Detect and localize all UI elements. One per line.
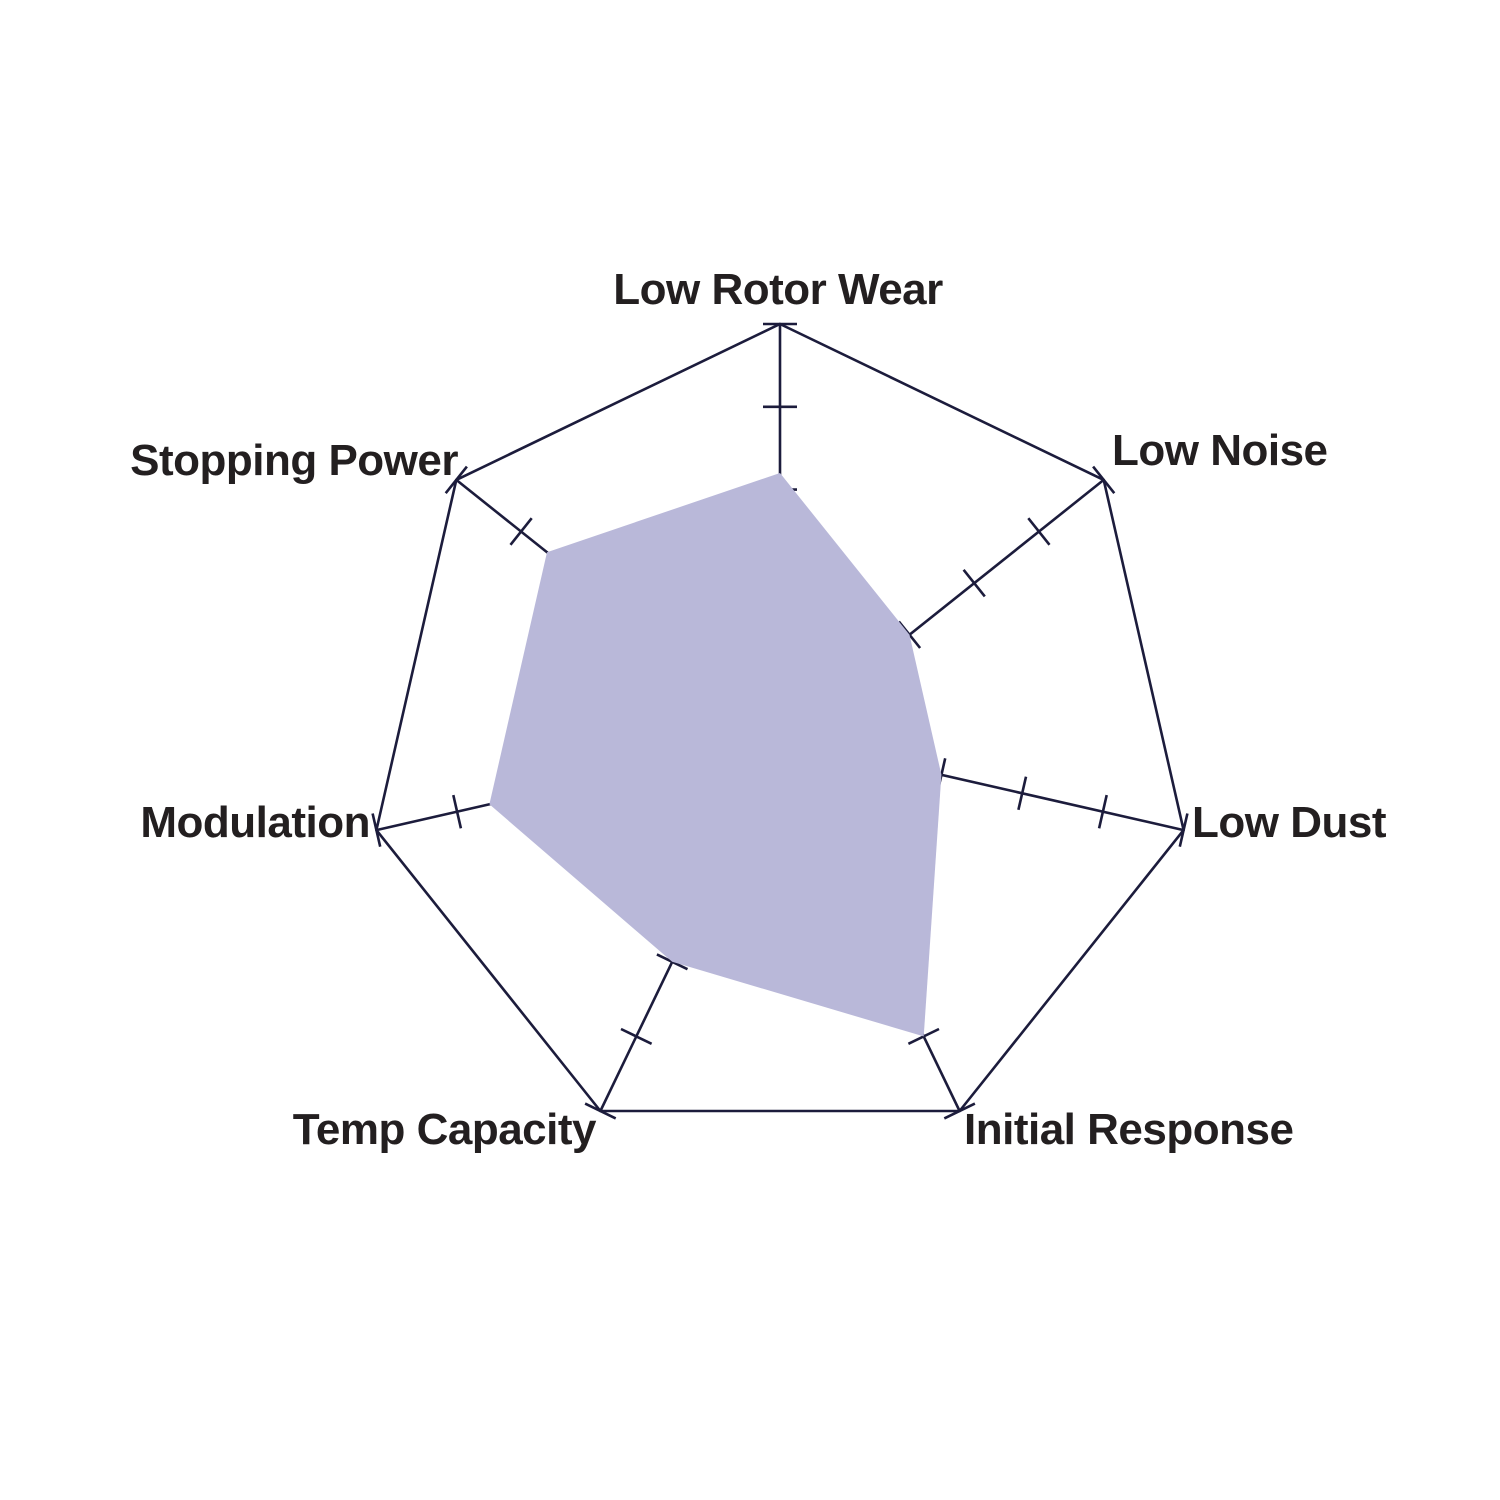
data-series-polygon	[489, 473, 942, 1037]
axis-label-low-noise: Low Noise	[1112, 426, 1328, 475]
outer-boundary-polygon	[374, 322, 1186, 1113]
outer-ring	[374, 322, 1186, 1113]
tick-mark	[1097, 794, 1108, 829]
tick-mark	[1017, 776, 1028, 811]
tick-mark	[1092, 465, 1116, 495]
tick-mark	[962, 568, 986, 598]
tick-mark	[584, 1102, 617, 1120]
tick-mark	[371, 813, 382, 847]
tick-mark	[1178, 813, 1189, 847]
tick-mark	[452, 794, 463, 829]
tick-mark	[444, 465, 468, 495]
tick-mark	[656, 953, 689, 971]
tick-mark	[620, 1027, 653, 1045]
tick-mark	[943, 1102, 976, 1120]
axis-label-modulation: Modulation	[140, 798, 370, 847]
axis-label-stopping-power: Stopping Power	[130, 436, 458, 485]
tick-mark	[1027, 517, 1051, 546]
axis-label-initial-response: Initial Response	[964, 1105, 1294, 1154]
series-area	[489, 473, 942, 1037]
axis-label-low-dust: Low Dust	[1192, 798, 1386, 847]
axis-label-temp-capacity: Temp Capacity	[292, 1105, 597, 1154]
axis-label-low-rotor-wear: Low Rotor Wear	[613, 265, 943, 314]
tick-mark	[897, 620, 922, 649]
tick-mark	[509, 517, 533, 546]
